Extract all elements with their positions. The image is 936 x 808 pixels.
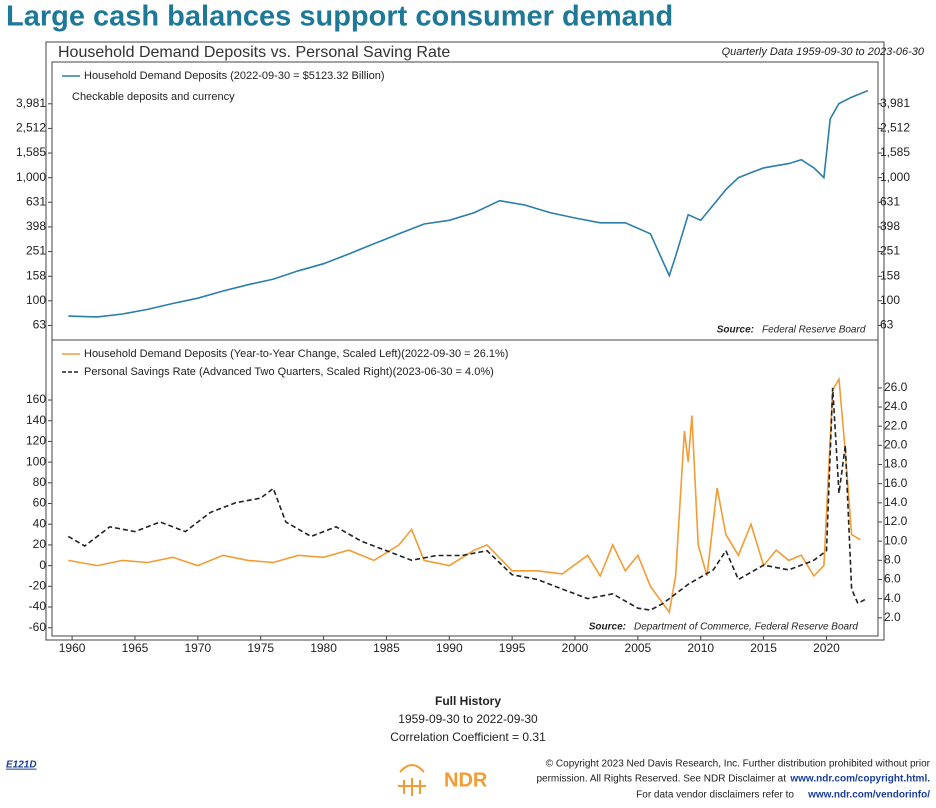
link[interactable]: www.ndr.com/copyright.html. xyxy=(789,774,930,785)
y-tick-label: 398 xyxy=(26,219,46,233)
page-title: Large cash balances support consumer dem… xyxy=(6,1,673,33)
chart-title: Household Demand Deposits vs. Personal S… xyxy=(58,44,450,61)
y-tick-label: 631 xyxy=(26,194,46,208)
y-tick-label: 120 xyxy=(26,434,46,448)
source-label: Source: xyxy=(589,622,626,633)
y-tick-label: 1,000 xyxy=(880,170,910,184)
copyright: For data vendor disclaimers refer to xyxy=(636,790,794,801)
annotation: Checkable deposits and currency xyxy=(72,91,235,103)
x-tick-label: 2010 xyxy=(687,641,714,655)
y-tick-label: 1,000 xyxy=(16,170,46,184)
y-tick-label: 63 xyxy=(33,318,47,332)
x-tick-label: 2015 xyxy=(750,641,777,655)
y2-tick-label: 10.0 xyxy=(884,533,908,547)
y2-tick-label: 2.0 xyxy=(884,610,901,624)
x-tick-label: 2020 xyxy=(813,641,840,655)
top-panel xyxy=(51,61,879,341)
x-tick-label: 2000 xyxy=(562,641,589,655)
x-tick-label: 1985 xyxy=(373,641,400,655)
chart-subtitle: Quarterly Data 1959-09-30 to 2023-06-30 xyxy=(722,46,925,58)
y-tick-label: 1,585 xyxy=(880,145,910,159)
x-tick-label: 1975 xyxy=(247,641,274,655)
logo-icon xyxy=(398,764,426,796)
legend-label: Personal Savings Rate (Advanced Two Quar… xyxy=(84,366,494,378)
source-label: Source: xyxy=(717,325,754,336)
x-tick-label: 1990 xyxy=(436,641,463,655)
y-tick-label: -40 xyxy=(29,599,47,613)
y-tick-label: 100 xyxy=(880,293,900,307)
y-tick-label: 40 xyxy=(33,516,47,530)
y-tick-label: 100 xyxy=(26,293,46,307)
y-tick-label: 3,981 xyxy=(16,96,46,110)
legend-label: Household Demand Deposits (2022-09-30 = … xyxy=(84,70,385,82)
y2-tick-label: 16.0 xyxy=(884,476,908,490)
y2-tick-label: 14.0 xyxy=(884,495,908,509)
logo: NDR xyxy=(444,769,488,791)
y-tick-label: 100 xyxy=(26,454,46,468)
x-tick-label: 1960 xyxy=(59,641,86,655)
y-tick-label: 3,981 xyxy=(880,96,910,110)
y-tick-label: 2,512 xyxy=(16,121,46,135)
y2-tick-label: 6.0 xyxy=(884,572,901,586)
y-tick-label: 1,585 xyxy=(16,145,46,159)
footer-correlation: Correlation Coefficient = 0.31 xyxy=(390,730,546,744)
legend-label: Household Demand Deposits (Year-to-Year … xyxy=(84,348,508,360)
y2-tick-label: 12.0 xyxy=(884,514,908,528)
y-tick-label: 0 xyxy=(39,558,46,572)
copyright: © Copyright 2023 Ned Davis Research, Inc… xyxy=(546,759,931,770)
y-tick-label: 80 xyxy=(33,475,47,489)
y2-tick-label: 26.0 xyxy=(884,380,908,394)
y-tick-label: 251 xyxy=(880,244,900,258)
x-tick-label: 2005 xyxy=(625,641,652,655)
y2-tick-label: 18.0 xyxy=(884,457,908,471)
y2-tick-label: 20.0 xyxy=(884,438,908,452)
y-tick-label: 398 xyxy=(880,219,900,233)
frame xyxy=(45,41,885,641)
y-tick-label: 160 xyxy=(26,392,46,406)
x-tick-label: 1965 xyxy=(122,641,149,655)
source: Department of Commerce, Federal Reserve … xyxy=(634,622,858,633)
x-tick-label: 1980 xyxy=(310,641,337,655)
footer-range: 1959-09-30 to 2022-09-30 xyxy=(398,712,538,726)
series-line xyxy=(67,387,868,611)
y-tick-label: 140 xyxy=(26,413,46,427)
y-tick-label: 2,512 xyxy=(880,121,910,135)
x-tick-label: 1970 xyxy=(184,641,211,655)
y-tick-label: -20 xyxy=(29,578,47,592)
y-tick-label: 631 xyxy=(880,194,900,208)
link[interactable]: www.ndr.com/vendorinfo/ xyxy=(807,790,930,801)
x-tick-label: 1995 xyxy=(499,641,526,655)
y-tick-label: 158 xyxy=(26,268,46,282)
y2-tick-label: 4.0 xyxy=(884,591,901,605)
footer-heading: Full History xyxy=(435,694,501,708)
y-tick-label: 158 xyxy=(880,268,900,282)
series-line xyxy=(68,89,869,318)
series-line xyxy=(68,376,861,615)
y2-tick-label: 22.0 xyxy=(884,418,908,432)
y-tick-label: -60 xyxy=(29,620,47,634)
y-tick-label: 60 xyxy=(33,496,47,510)
y-tick-label: 63 xyxy=(880,318,894,332)
bottom-panel xyxy=(51,339,879,637)
y2-tick-label: 24.0 xyxy=(884,399,908,413)
y-tick-label: 20 xyxy=(33,537,47,551)
y-tick-label: 251 xyxy=(26,244,46,258)
y2-tick-label: 8.0 xyxy=(884,552,901,566)
source: Federal Reserve Board xyxy=(762,325,866,336)
copyright: permission. All Rights Reserved. See NDR… xyxy=(536,774,786,785)
chart-code: E121D xyxy=(6,760,37,771)
